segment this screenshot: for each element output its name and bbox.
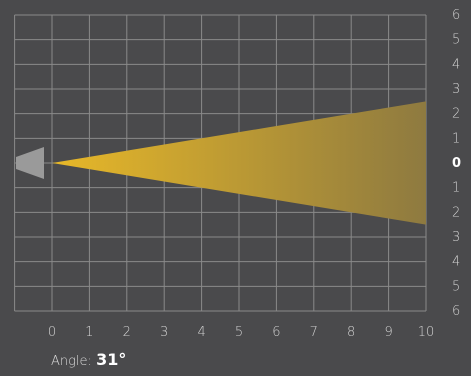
y-axis-ticks: 6 5 4 3 2 1 0 1 2 3 4 5 6 xyxy=(452,8,461,319)
angle-readout: Angle: 31° xyxy=(51,350,126,369)
x-axis-ticks: 0 1 2 3 4 5 6 7 8 9 10 xyxy=(48,325,434,340)
y-tick-label: 2 xyxy=(452,205,460,220)
x-tick-label: 1 xyxy=(85,325,93,340)
x-tick-label: 0 xyxy=(48,325,56,340)
y-tick-label: 4 xyxy=(452,57,460,72)
x-tick-label: 9 xyxy=(384,325,392,340)
y-tick-label: 2 xyxy=(452,107,460,122)
y-tick-label: 5 xyxy=(452,279,460,294)
y-tick-label: 6 xyxy=(452,8,460,23)
x-tick-label: 7 xyxy=(310,325,318,340)
angle-label: Angle: xyxy=(51,354,92,369)
y-tick-label: 3 xyxy=(452,230,460,245)
y-tick-label: 5 xyxy=(452,33,460,48)
x-tick-label: 6 xyxy=(272,325,280,340)
angle-value: 31° xyxy=(96,350,127,369)
x-tick-label: 3 xyxy=(160,325,168,340)
y-tick-label: 0 xyxy=(452,156,461,171)
x-tick-label: 10 xyxy=(418,325,435,340)
x-tick-label: 2 xyxy=(123,325,131,340)
y-tick-label: 1 xyxy=(452,131,460,146)
x-tick-label: 4 xyxy=(197,325,205,340)
y-tick-label: 4 xyxy=(452,255,460,270)
light-source-icon xyxy=(16,147,44,179)
y-tick-label: 6 xyxy=(452,304,460,319)
x-tick-label: 5 xyxy=(235,325,243,340)
light-beam xyxy=(52,101,426,225)
y-tick-label: 1 xyxy=(452,181,460,196)
y-tick-label: 3 xyxy=(452,82,460,97)
x-tick-label: 8 xyxy=(347,325,355,340)
